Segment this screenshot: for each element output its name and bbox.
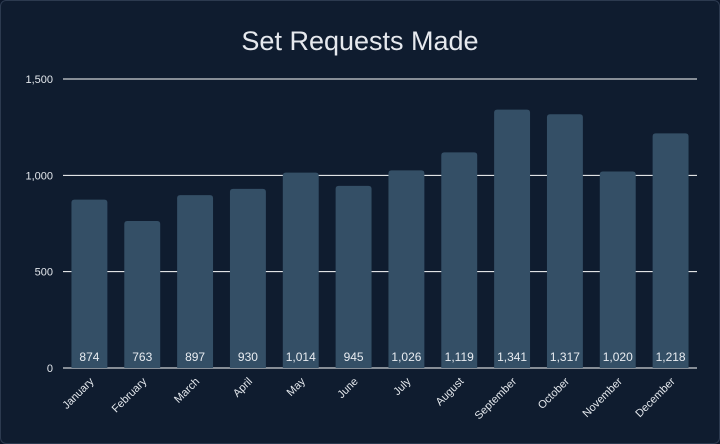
x-tick-label: March [172, 376, 202, 406]
data-label: 1,119 [445, 350, 474, 364]
y-tick-label: 1,500 [25, 74, 53, 86]
chart-title: Set Requests Made [241, 26, 478, 56]
x-tick-label: January [60, 375, 97, 412]
data-label: 897 [185, 350, 205, 364]
bar-february [124, 221, 160, 368]
bar-september [494, 110, 530, 368]
x-tick-label: April [231, 376, 255, 400]
data-label: 1,014 [286, 350, 316, 364]
x-tick-label: November [581, 375, 626, 420]
x-axis-ticks: January February March April May June July Augu… [60, 375, 678, 422]
data-label: 874 [79, 350, 99, 364]
bar-november [600, 171, 636, 368]
data-label: 1,218 [656, 350, 686, 364]
x-tick-label: May [285, 375, 309, 399]
bars [71, 110, 688, 368]
bar-june [336, 186, 372, 368]
bar-october [547, 114, 583, 368]
bar-march [177, 195, 213, 368]
y-tick-label: 500 [35, 267, 53, 279]
x-tick-label: December [633, 375, 678, 420]
data-label: 1,317 [550, 350, 580, 364]
x-tick-label: September [473, 375, 520, 422]
x-tick-label: October [536, 375, 572, 411]
data-label: 763 [132, 350, 152, 364]
data-label: 1,026 [391, 350, 421, 364]
x-tick-label: July [391, 375, 414, 398]
y-tick-label: 1,000 [25, 170, 53, 182]
bar-april [230, 189, 266, 368]
data-label: 930 [238, 350, 258, 364]
bar-may [283, 173, 319, 368]
data-label: 1,341 [497, 350, 527, 364]
bar-december [653, 133, 689, 368]
y-tick-label: 0 [47, 363, 53, 375]
bar-january [71, 200, 107, 368]
data-label: 1,020 [603, 350, 633, 364]
y-axis-ticks: 0 500 1,000 1,500 [25, 74, 53, 375]
data-label: 945 [344, 350, 364, 364]
x-tick-label: February [110, 375, 150, 415]
bar-august [441, 152, 477, 368]
x-tick-label: August [434, 376, 467, 409]
bar-july [388, 170, 424, 368]
data-labels: 874 763 897 930 1,014 945 1,026 1,119 1,341 1,317… [79, 350, 686, 364]
x-tick-label: June [335, 376, 360, 401]
